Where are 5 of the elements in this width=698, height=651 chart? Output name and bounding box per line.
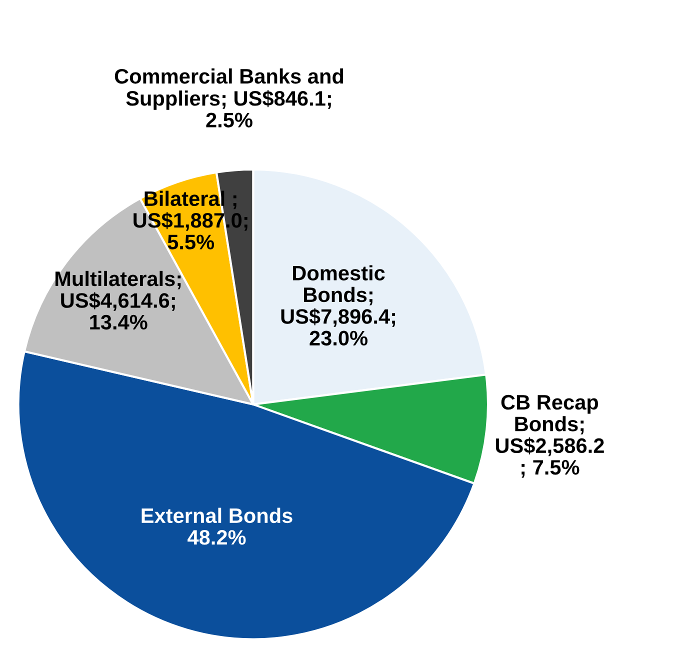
slice-label: CB Recap Bonds; US$2,586.2 ; 7.5% [496, 394, 604, 478]
slice-label: External Bonds 48.2% [142, 508, 292, 545]
slice-label: Multilaterals; US$4,614.6; 13.4% [55, 270, 181, 330]
slice-label: Domestic Bonds; US$7,896.4; 23.0% [281, 265, 396, 346]
slice-label: Commercial Banks and Suppliers; US$846.1; 2.5% [114, 68, 344, 128]
